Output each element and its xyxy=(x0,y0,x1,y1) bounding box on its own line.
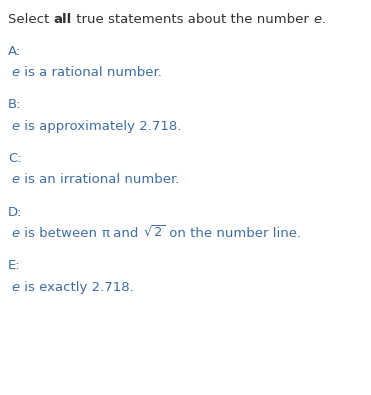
Text: e: e xyxy=(313,13,321,26)
Text: is exactly 2.718.: is exactly 2.718. xyxy=(20,281,134,294)
Text: e: e xyxy=(12,227,20,240)
Text: e: e xyxy=(12,281,20,294)
Text: e: e xyxy=(12,120,20,133)
Text: is approximately 2.718.: is approximately 2.718. xyxy=(20,120,181,133)
Text: π: π xyxy=(101,227,109,240)
Text: on the number line.: on the number line. xyxy=(165,227,301,240)
Text: E:: E: xyxy=(8,260,21,273)
Text: Select: Select xyxy=(8,13,54,26)
Text: e: e xyxy=(12,173,20,186)
Text: and: and xyxy=(109,227,143,240)
Text: is between: is between xyxy=(20,227,101,240)
Text: true statements about the number: true statements about the number xyxy=(72,13,313,26)
Text: is an irrational number.: is an irrational number. xyxy=(20,173,179,186)
Text: all: all xyxy=(54,13,72,26)
Text: .: . xyxy=(321,13,325,26)
Text: A:: A: xyxy=(8,45,22,58)
Text: B:: B: xyxy=(8,98,22,111)
Text: $\sqrt{2}$: $\sqrt{2}$ xyxy=(143,225,165,240)
Text: C:: C: xyxy=(8,152,22,165)
Text: e: e xyxy=(12,66,20,79)
Text: is a rational number.: is a rational number. xyxy=(20,66,162,79)
Text: D:: D: xyxy=(8,206,23,219)
